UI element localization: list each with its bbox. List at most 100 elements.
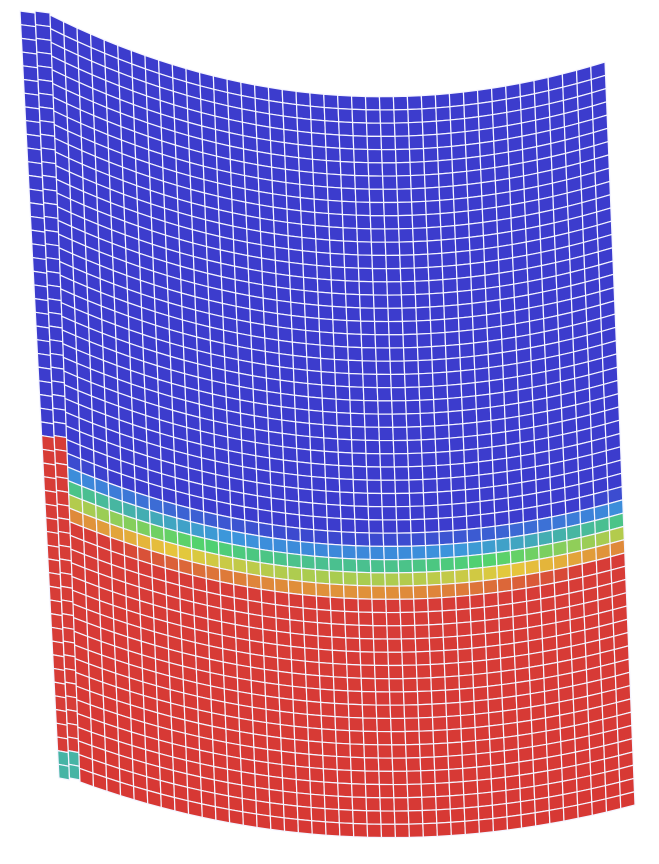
mesh-cell — [458, 661, 473, 675]
mesh-cell — [470, 249, 485, 264]
mesh-cell — [402, 652, 416, 666]
mesh-cell — [408, 109, 423, 123]
mesh-cell — [412, 215, 427, 229]
mesh-cell — [495, 511, 510, 526]
mesh-cell — [303, 595, 317, 610]
mesh-cell — [293, 686, 307, 701]
mesh-cell — [298, 819, 312, 834]
mesh-cell — [330, 253, 344, 267]
mesh-cell — [449, 92, 464, 107]
mesh-cell — [342, 545, 356, 559]
mesh-cell — [465, 475, 480, 490]
mesh-cell — [283, 791, 297, 806]
mesh-cell — [504, 749, 519, 764]
mesh-cell — [295, 395, 309, 410]
mesh-cell — [355, 175, 369, 189]
mesh-cell — [418, 704, 433, 718]
mesh-cell — [462, 741, 477, 755]
mesh-cell — [485, 632, 500, 647]
mesh-cell — [292, 329, 306, 344]
mesh-cell — [307, 714, 321, 729]
mesh-cell — [394, 467, 408, 480]
mesh-cell — [441, 570, 456, 584]
mesh-cell — [288, 567, 302, 582]
mesh-cell — [424, 161, 439, 175]
mesh-cell — [392, 745, 406, 758]
mesh-cell — [388, 308, 402, 321]
mesh-cell — [369, 533, 383, 546]
mesh-cell — [416, 651, 431, 665]
mesh-cell — [435, 94, 450, 108]
mesh-cell — [462, 409, 477, 424]
mesh-cell — [440, 212, 455, 226]
mesh-cell — [403, 678, 417, 692]
mesh-cell — [483, 566, 498, 581]
mesh-cell — [296, 766, 310, 781]
mesh-cell — [304, 635, 318, 650]
mesh-cell — [405, 731, 419, 745]
mesh-cell — [285, 169, 299, 184]
mesh-cell — [467, 170, 482, 185]
mesh-cell — [421, 426, 436, 440]
mesh-cell — [297, 118, 311, 133]
mesh-cell — [460, 356, 475, 371]
mesh-cell — [471, 620, 486, 635]
mesh-cell — [419, 717, 434, 731]
mesh-cell — [364, 414, 378, 428]
mesh-cell — [468, 196, 483, 211]
mesh-cell — [416, 320, 431, 334]
mesh-cell — [496, 551, 511, 566]
mesh-cell — [463, 422, 478, 437]
mesh-cell — [387, 282, 401, 295]
mesh-cell — [419, 731, 434, 745]
mesh-cell — [426, 214, 441, 228]
mesh-cell — [302, 581, 316, 596]
mesh-cell — [379, 427, 393, 440]
mesh-cell — [365, 427, 379, 441]
mesh-cell — [398, 215, 413, 229]
mesh-cell — [390, 692, 404, 705]
mesh-cell — [429, 624, 444, 638]
mesh-cell — [282, 420, 296, 435]
mesh-cell — [334, 359, 348, 373]
mesh-cell — [330, 597, 344, 611]
mesh-cell — [383, 176, 397, 189]
mesh-cell — [406, 413, 421, 427]
mesh-cell — [424, 518, 439, 532]
mesh-cell — [452, 503, 467, 517]
mesh-cell — [481, 526, 496, 541]
mesh-cell — [397, 520, 411, 533]
mesh-cell — [288, 222, 302, 237]
mesh-cell — [341, 175, 355, 189]
mesh-cell — [292, 673, 306, 688]
mesh-cell — [423, 492, 438, 506]
mesh-cell — [287, 540, 301, 555]
mesh-cell — [406, 400, 421, 414]
mesh-cell — [276, 605, 290, 620]
mesh-cell — [327, 518, 341, 532]
mesh-cell — [411, 532, 426, 546]
mesh-cell — [397, 533, 411, 546]
mesh-cell — [305, 661, 319, 676]
mesh-cell — [456, 264, 471, 279]
mesh-cell — [405, 374, 420, 388]
mesh-cell — [489, 724, 504, 739]
mesh-cell — [477, 421, 492, 436]
mesh-cell — [364, 758, 378, 772]
mesh-cell — [408, 122, 423, 136]
mesh-cell — [300, 542, 314, 557]
mesh-cell — [433, 717, 448, 731]
mesh-cell — [373, 282, 387, 295]
mesh-cell — [420, 413, 435, 427]
mesh-cell — [413, 585, 428, 599]
mesh-cell — [417, 691, 432, 705]
mesh-cell — [407, 427, 422, 441]
mesh-cell — [449, 782, 464, 796]
mesh-cell — [326, 161, 340, 175]
mesh-cell — [458, 648, 473, 662]
mesh-cell — [311, 119, 325, 134]
mesh-cell — [403, 334, 418, 348]
mesh-cell — [298, 475, 312, 490]
mesh-cell — [488, 698, 503, 713]
mesh-cell — [438, 160, 453, 174]
